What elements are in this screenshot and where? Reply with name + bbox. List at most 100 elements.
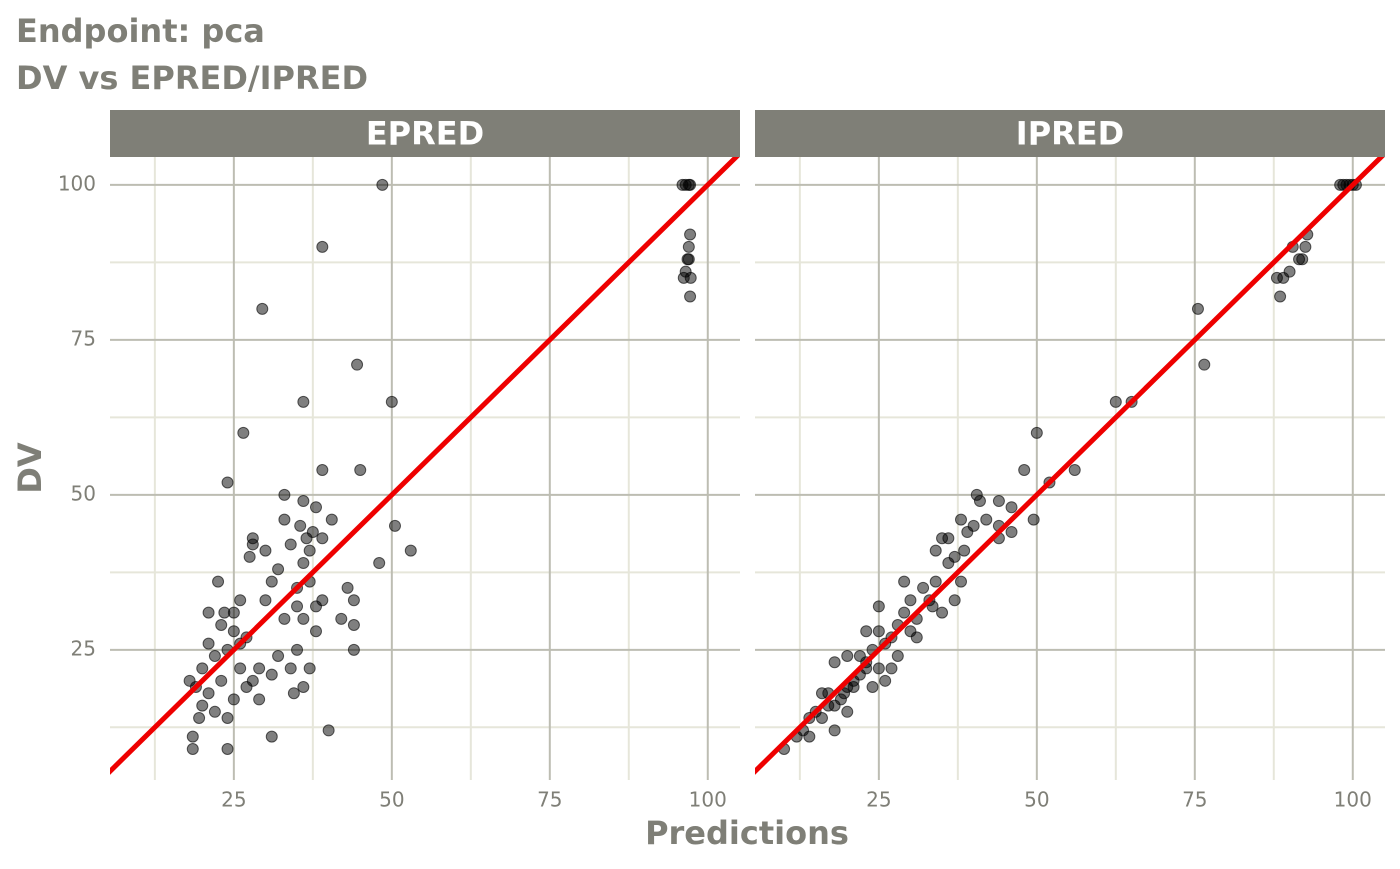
- point: [684, 271, 697, 284]
- point: [942, 557, 955, 570]
- point: [202, 606, 215, 619]
- point: [278, 612, 291, 625]
- point: [265, 575, 278, 588]
- point: [186, 730, 199, 743]
- point: [980, 513, 993, 526]
- point: [322, 724, 335, 737]
- point: [265, 668, 278, 681]
- point: [1274, 290, 1287, 303]
- point: [684, 290, 697, 303]
- panel: [755, 149, 1385, 780]
- point: [202, 687, 215, 700]
- point: [272, 563, 285, 576]
- point: [272, 650, 285, 663]
- point: [297, 495, 310, 508]
- x-tick-label: 100: [1334, 788, 1372, 812]
- point: [221, 476, 234, 489]
- strip-label: IPRED: [1016, 115, 1124, 153]
- point: [297, 681, 310, 694]
- point: [388, 519, 401, 532]
- point: [828, 656, 841, 669]
- point: [682, 240, 695, 253]
- point: [325, 513, 338, 526]
- x-tick-label: 50: [1024, 788, 1049, 812]
- strip-label: EPRED: [366, 115, 484, 153]
- strip: [755, 110, 1385, 157]
- identity-line: [755, 149, 1385, 775]
- point: [303, 662, 316, 675]
- point: [341, 581, 354, 594]
- point: [284, 662, 297, 675]
- point: [954, 575, 967, 588]
- point: [291, 643, 304, 656]
- point: [954, 513, 967, 526]
- point: [278, 513, 291, 526]
- point: [193, 712, 206, 725]
- point: [306, 526, 319, 539]
- point: [872, 662, 885, 675]
- point: [948, 594, 961, 607]
- point: [234, 594, 247, 607]
- point: [297, 557, 310, 570]
- point: [351, 358, 364, 371]
- point: [841, 650, 854, 663]
- x-tick-label: 100: [689, 788, 727, 812]
- point: [1109, 395, 1122, 408]
- point: [1018, 464, 1031, 477]
- point: [196, 699, 209, 712]
- point: [265, 730, 278, 743]
- point: [240, 681, 253, 694]
- point: [278, 488, 291, 501]
- point: [958, 544, 971, 557]
- point: [227, 693, 240, 706]
- point: [841, 705, 854, 718]
- point: [212, 575, 225, 588]
- point: [1068, 464, 1081, 477]
- point: [316, 594, 329, 607]
- point: [936, 606, 949, 619]
- point: [904, 594, 917, 607]
- point: [297, 612, 310, 625]
- point: [218, 606, 231, 619]
- point: [1005, 501, 1018, 514]
- point: [259, 594, 272, 607]
- point: [335, 612, 348, 625]
- point: [1030, 426, 1043, 439]
- point: [208, 650, 221, 663]
- x-tick-label: 25: [221, 788, 246, 812]
- point: [291, 600, 304, 613]
- strip: [110, 110, 740, 157]
- chart-subtitle: DV vs EPRED/IPRED: [16, 59, 368, 97]
- point: [347, 619, 360, 632]
- point: [885, 662, 898, 675]
- point: [373, 557, 386, 570]
- point: [215, 674, 228, 687]
- point: [898, 606, 911, 619]
- point: [1005, 526, 1018, 539]
- point: [294, 519, 307, 532]
- point: [1198, 358, 1211, 371]
- point: [347, 643, 360, 656]
- chart-title: Endpoint: pca: [16, 12, 265, 50]
- x-axis-title: Predictions: [645, 814, 849, 852]
- y-tick-label: 50: [71, 481, 96, 505]
- point: [256, 302, 269, 315]
- point: [221, 743, 234, 756]
- point: [684, 178, 697, 191]
- point: [208, 705, 221, 718]
- point: [936, 532, 949, 545]
- point: [879, 674, 892, 687]
- point: [376, 178, 389, 191]
- point: [253, 693, 266, 706]
- point: [196, 662, 209, 675]
- y-axis-title: DV: [11, 442, 49, 494]
- point: [1027, 513, 1040, 526]
- point: [973, 495, 986, 508]
- point: [309, 625, 322, 638]
- point: [202, 637, 215, 650]
- panel: [110, 149, 740, 780]
- point: [354, 464, 367, 477]
- point: [234, 662, 247, 675]
- point: [404, 544, 417, 557]
- x-tick-label: 75: [537, 788, 562, 812]
